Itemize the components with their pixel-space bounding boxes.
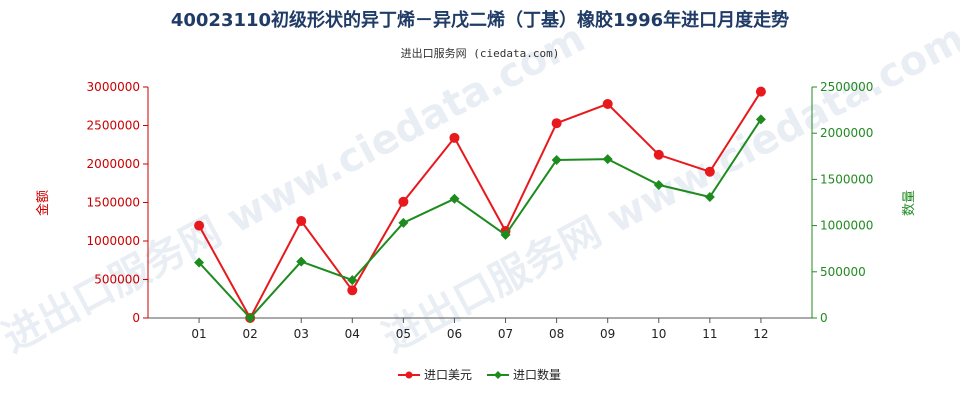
data-point-quantity (398, 217, 409, 228)
data-point-amount (398, 196, 409, 207)
data-point-amount (449, 132, 460, 143)
x-tick-label: 07 (498, 327, 513, 341)
y-axis-left-label: 金额 (35, 190, 51, 216)
data-point-quantity (755, 114, 766, 125)
x-tick-label: 08 (549, 327, 564, 341)
y-right-tick-label: 2000000 (820, 126, 873, 140)
y-left-tick-label: 3000000 (87, 80, 140, 94)
x-tick-label: 02 (243, 327, 258, 341)
x-tick-label: 04 (345, 327, 360, 341)
legend: 进口美元 进口数量 (398, 367, 561, 382)
left-axis-ticks: 0 500000 1000000 1500000 2000000 2500000 30000… (87, 80, 148, 325)
data-point-amount (653, 149, 664, 160)
legend-marker-amount (405, 371, 413, 379)
data-point-quantity (449, 193, 460, 204)
y-right-tick-label: 0 (820, 311, 828, 325)
x-tick-label: 12 (753, 327, 768, 341)
data-point-quantity (245, 313, 256, 323)
data-point-amount (194, 220, 205, 231)
watermark-text: 进出口服务网 www.ciedata.com (0, 15, 592, 362)
data-point-quantity (551, 154, 562, 165)
y-left-tick-label: 2000000 (87, 157, 140, 171)
y-right-tick-label: 1000000 (820, 219, 873, 233)
y-axis-right-label: 数量 (902, 190, 917, 216)
chart-title: 40023110初级形状的异丁烯－异戊二烯（丁基）橡胶1996年进口月度走势 (171, 9, 789, 31)
data-point-quantity (500, 229, 511, 240)
x-tick-label: 09 (600, 327, 615, 341)
data-point-quantity (704, 191, 715, 202)
data-point-quantity (296, 256, 307, 267)
chart-subtitle: 进出口服务网 (ciedata.com) (401, 46, 560, 60)
data-point-quantity (653, 179, 664, 190)
y-right-tick-label: 2500000 (820, 80, 873, 94)
x-tick-label: 06 (447, 327, 462, 341)
watermark-text: 进出口服务网 www.ciedata.com (375, 15, 960, 362)
x-tick-label: 01 (191, 327, 206, 341)
data-point-quantity (602, 154, 613, 165)
y-left-tick-label: 0 (132, 311, 140, 325)
legend-marker-quantity (494, 371, 502, 379)
series-line-amount (198, 91, 762, 321)
data-point-quantity (347, 275, 358, 286)
series-line-quantity (198, 118, 762, 320)
data-point-amount (296, 215, 307, 226)
data-point-amount (347, 285, 358, 296)
series-layer (194, 86, 766, 323)
x-tick-label: 10 (651, 327, 666, 341)
x-axis-ticks: 01 02 03 04 05 06 07 08 09 10 11 12 (191, 318, 769, 341)
data-point-amount (755, 86, 766, 97)
data-point-amount (602, 98, 613, 109)
data-point-amount (704, 166, 715, 177)
x-tick-label: 05 (396, 327, 411, 341)
y-left-tick-label: 2500000 (87, 119, 140, 133)
data-point-amount (551, 118, 562, 129)
data-point-quantity (194, 257, 205, 268)
y-left-tick-label: 1500000 (87, 196, 140, 210)
y-left-tick-label: 1000000 (87, 234, 140, 248)
x-tick-label: 11 (702, 327, 717, 341)
x-tick-label: 03 (294, 327, 309, 341)
y-right-tick-label: 1500000 (820, 172, 873, 186)
y-left-tick-label: 500000 (94, 273, 140, 287)
legend-label-amount: 进口美元 (424, 368, 472, 382)
right-axis-ticks: 0 500000 1000000 1500000 2000000 2500000 (812, 80, 873, 325)
legend-label-quantity: 进口数量 (513, 367, 561, 382)
y-right-tick-label: 500000 (820, 265, 866, 279)
